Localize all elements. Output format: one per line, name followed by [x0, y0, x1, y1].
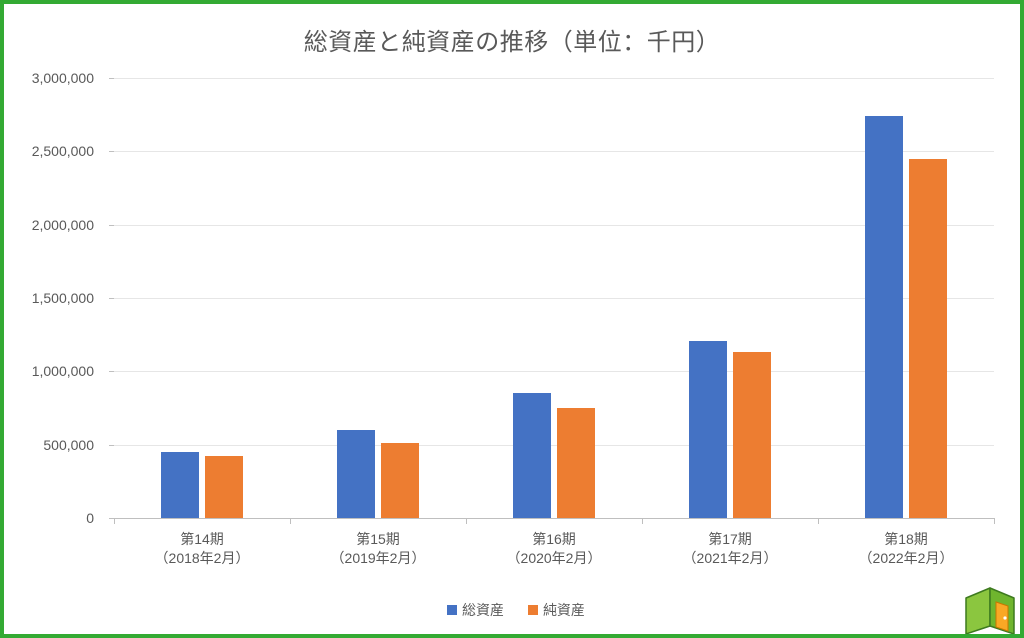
legend-label: 純資産 [543, 600, 585, 620]
house-door-logo-icon [958, 580, 1024, 638]
plot-inner [114, 78, 994, 519]
chart-title: 総資産と純資産の推移（単位：千円） [4, 4, 1020, 63]
x-label-line2: （2020年2月） [466, 549, 642, 568]
legend-item-net-assets: 純資産 [528, 600, 585, 620]
legend-swatch-icon [447, 605, 457, 615]
x-label-line2: （2019年2月） [290, 549, 466, 568]
bar-net-assets [909, 159, 947, 518]
x-tick-label: 第14期 （2018年2月） [114, 530, 290, 568]
y-tick-label: 3,000,000 [4, 70, 94, 86]
y-tick-label: 2,000,000 [4, 217, 94, 233]
x-label-line2: （2022年2月） [818, 549, 994, 568]
bar-net-assets [205, 456, 243, 518]
x-tick-label: 第16期 （2020年2月） [466, 530, 642, 568]
x-label-line1: 第15期 [290, 530, 466, 549]
x-label-line2: （2018年2月） [114, 549, 290, 568]
bar-total-assets [161, 452, 199, 518]
legend-label: 総資産 [462, 600, 504, 620]
bar-net-assets [733, 352, 771, 518]
bar-group [290, 78, 466, 518]
x-label-line1: 第18期 [818, 530, 994, 549]
x-tick-label: 第18期 （2022年2月） [818, 530, 994, 568]
bar-group [466, 78, 642, 518]
bar-total-assets [337, 430, 375, 518]
y-tick-label: 2,500,000 [4, 143, 94, 159]
legend-swatch-icon [528, 605, 538, 615]
x-tick-label: 第17期 （2021年2月） [642, 530, 818, 568]
bar-group [642, 78, 818, 518]
y-tick-label: 1,500,000 [4, 290, 94, 306]
x-tick [994, 518, 995, 524]
bar-total-assets [689, 341, 727, 518]
x-label-line2: （2021年2月） [642, 549, 818, 568]
x-label-line1: 第17期 [642, 530, 818, 549]
bar-group [114, 78, 290, 518]
x-label-line1: 第16期 [466, 530, 642, 549]
legend: 総資産 純資産 [4, 600, 1024, 620]
bar-net-assets [381, 443, 419, 518]
plot-area [114, 78, 994, 518]
y-axis-labels: 3,000,000 2,500,000 2,000,000 1,500,000 … [4, 78, 104, 518]
bar-group [818, 78, 994, 518]
bar-total-assets [513, 393, 551, 518]
x-label-line1: 第14期 [114, 530, 290, 549]
y-tick-label: 0 [4, 510, 94, 526]
chart-frame: 総資産と純資産の推移（単位：千円） 3,000,000 2,500,000 2,… [0, 0, 1024, 638]
y-tick-label: 1,000,000 [4, 363, 94, 379]
bar-net-assets [557, 408, 595, 518]
legend-item-total-assets: 総資産 [447, 600, 504, 620]
y-tick-label: 500,000 [4, 437, 94, 453]
x-axis-labels: 第14期 （2018年2月） 第15期 （2019年2月） 第16期 （2020… [114, 524, 994, 574]
x-tick-label: 第15期 （2019年2月） [290, 530, 466, 568]
bar-total-assets [865, 116, 903, 518]
